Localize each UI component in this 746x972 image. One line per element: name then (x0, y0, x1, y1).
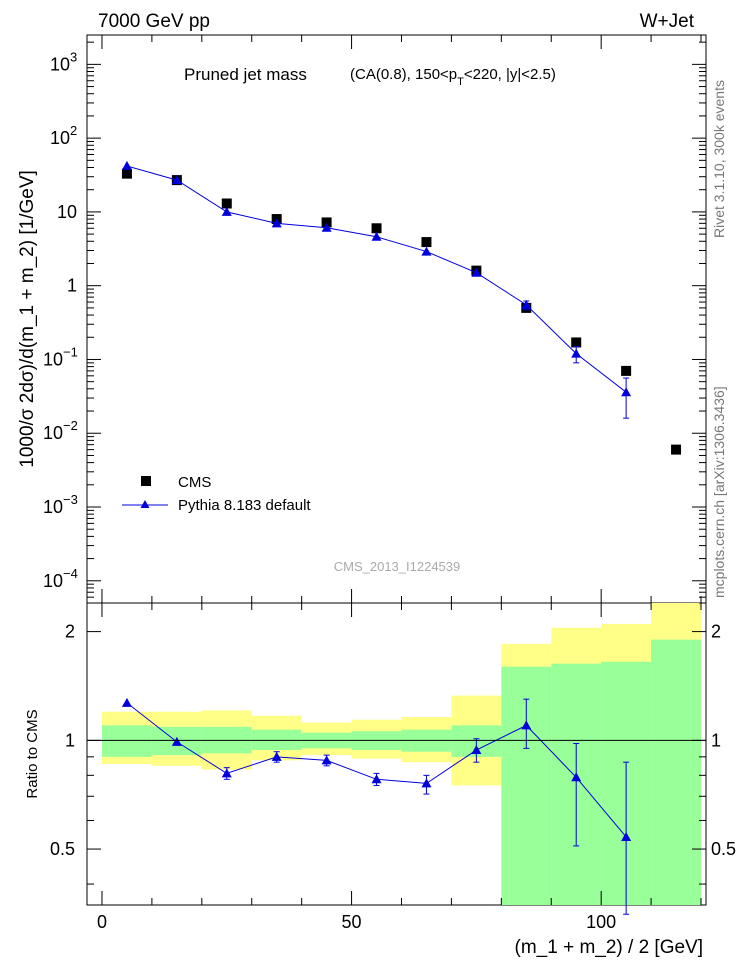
pythia-line (126, 165, 627, 393)
pythia-point (521, 299, 532, 309)
ratio-bands (101, 603, 702, 905)
cms-point (621, 365, 632, 376)
legend-pythia-label: Pythia 8.183 default (178, 497, 311, 514)
ratio-point (471, 745, 482, 755)
ratio-series (121, 697, 632, 915)
xlabel: (m_1 + m_2) / 2 [GeV] (515, 937, 704, 958)
cms-point (421, 237, 432, 248)
main-ytick-label: 10−3 (43, 492, 78, 517)
pythia-point (621, 387, 632, 397)
cms-point (221, 198, 232, 209)
cms-point (571, 337, 582, 348)
ratio-xtick-label: 50 (342, 912, 362, 932)
main-ytick-label: 10−2 (43, 418, 78, 443)
pythia-point (121, 160, 132, 170)
watermark: CMS_2013_I1224539 (334, 559, 461, 574)
pythia-point (221, 206, 232, 216)
main-series (121, 160, 682, 455)
cms-point (121, 168, 132, 179)
ratio-ytick-label: 0.5 (50, 839, 75, 859)
rivet-label: Rivet 3.1.10, 300k events (711, 80, 727, 238)
pythia-point (171, 175, 182, 185)
ratio-point (271, 751, 282, 761)
energy-label: 7000 GeV pp (98, 11, 210, 32)
pythia-point (371, 231, 382, 241)
main-ytick-label: 10 (57, 202, 77, 222)
ratio-xtick-label: 0 (97, 912, 107, 932)
main-ylabel: 1000/σ 2dσ)/d(m_1 + m_2) [1/GeV] (17, 170, 38, 468)
pythia-point (571, 348, 582, 358)
pythia-point (421, 246, 432, 256)
ratio-ytick-label-right: 0.5 (711, 839, 736, 859)
pythia-point (321, 222, 332, 232)
ratio-point (221, 768, 232, 778)
main-ytick-label: 102 (50, 123, 77, 148)
ratio-point (171, 736, 182, 746)
source-label: mcplots.cern.ch [arXiv:1306.3436] (711, 386, 727, 598)
main-ytick-label: 1 (67, 276, 77, 296)
ratio-point (521, 720, 532, 730)
main-panel-frame (86, 34, 707, 604)
cms-point (671, 444, 682, 455)
pythia-point (271, 218, 282, 228)
ratio-ylabel: Ratio to CMS (24, 709, 41, 798)
ratio-panel-frame (86, 602, 707, 906)
ratio-point (371, 774, 382, 784)
cms-point (321, 217, 332, 228)
ratio-point (421, 778, 432, 788)
ratio-ytick-label: 1 (65, 730, 75, 750)
ratio-point (571, 772, 582, 782)
ratio-xtick-label: 100 (586, 912, 616, 932)
process-label: W+Jet (640, 11, 695, 32)
cms-point (371, 223, 382, 234)
ratio-point (121, 697, 132, 707)
pythia-point (471, 267, 482, 277)
chart-title: Pruned jet mass (184, 65, 307, 84)
main-ytick-label: 10−1 (43, 344, 78, 369)
chart-subtitle: (CA(0.8), 150<pT<220, |y|<2.5) (350, 66, 556, 88)
ratio-band-green (101, 725, 152, 757)
ratio-point (621, 831, 632, 841)
legend-pythia-marker (140, 500, 150, 508)
ratio-ytick-label: 2 (65, 622, 75, 642)
main-ytick-label: 103 (50, 49, 77, 74)
ratio-ytick-label-right: 2 (711, 622, 721, 642)
ratio-point (321, 755, 332, 765)
ratio-band-green (651, 639, 702, 905)
main-ytick-label: 10−4 (43, 566, 78, 591)
legend-cms-label: CMS (178, 474, 211, 491)
legend-cms-marker (141, 476, 151, 486)
ratio-ytick-label-right: 1 (711, 730, 721, 750)
